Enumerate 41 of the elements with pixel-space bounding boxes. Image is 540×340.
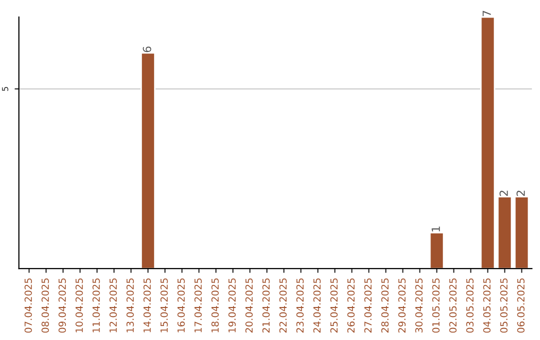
x-tick-label: 30.04.2025 [415,278,423,333]
x-tick-label: 25.04.2025 [330,278,338,333]
x-tick-label: 07.04.2025 [24,278,32,333]
data-label: 2 [500,190,508,196]
x-tick-label: 12.04.2025 [109,278,117,332]
x-tick-label: 20.04.2025 [245,278,253,333]
x-tick-label: 18.04.2025 [211,278,219,332]
x-tick-label: 08.04.2025 [42,278,49,333]
x-tick-label: 10.04.2025 [76,278,83,332]
y-tick-label: 5 [2,86,8,91]
data-label: 1 [432,226,440,232]
x-tick-label: 15.04.2025 [160,278,168,332]
x-tick-label: 17.04.2025 [194,278,202,332]
data-label: 2 [516,190,525,196]
x-tick-label: 03.05.2025 [466,278,474,333]
x-tick-label: 24.04.2025 [313,278,321,333]
x-tick-label: 29.04.2025 [398,278,406,333]
x-tick-label: 04.05.2025 [483,278,491,333]
x-tick-label: 23.04.2025 [296,278,304,333]
bar [140,52,156,269]
x-tick-label: 06.05.2025 [517,278,525,333]
x-tick-label: 22.04.2025 [279,278,287,333]
x-tick-label: 01.05.2025 [432,278,440,333]
bar [514,196,530,269]
x-tick-label: 09.04.2025 [58,278,66,333]
bar [480,17,496,269]
x-tick-label: 05.05.2025 [500,278,508,333]
x-tick-label: 19.04.2025 [228,278,236,332]
x-tick-label: 14.04.2025 [143,278,151,332]
x-tick-label: 26.04.2025 [347,278,355,333]
x-tick-label: 16.04.2025 [177,278,185,332]
bar [497,196,512,269]
x-tick-label: 21.04.2025 [262,278,270,333]
x-tick-label: 27.04.2025 [364,278,372,333]
x-tick-label: 02.05.2025 [449,278,457,333]
bar [429,232,444,269]
data-label: 7 [482,10,491,16]
x-tick-label: 28.04.2025 [381,278,389,333]
x-tick-label: 11.04.2025 [92,278,100,332]
data-label: 6 [142,46,152,52]
x-tick-label: 13.04.2025 [126,278,134,332]
